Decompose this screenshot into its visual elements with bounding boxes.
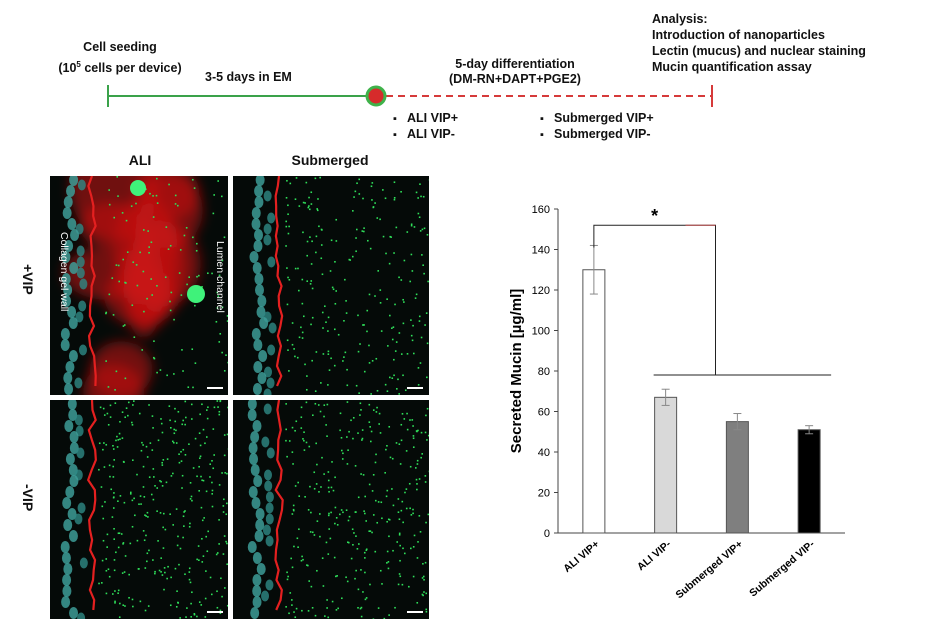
p3-texture [60, 400, 228, 619]
column-header-submerged: Submerged [291, 152, 369, 168]
x-tick-label: ALI VIP- [635, 538, 674, 573]
seeding-detail-sup: 5 [76, 60, 81, 69]
y-tick-label: 60 [538, 407, 550, 419]
image-submerged-plus-vip [233, 176, 429, 395]
column-header-ali: ALI [128, 152, 152, 168]
bar [797, 429, 821, 534]
x-tick-label: ALI VIP+ [561, 538, 602, 575]
bar [725, 421, 749, 534]
bar [654, 396, 678, 534]
y-tick-label: 0 [544, 528, 550, 540]
p2-texture [249, 176, 429, 395]
analysis-title: Analysis: [652, 12, 708, 26]
em-duration-label: 3-5 days in EM [205, 70, 292, 84]
seeding-detail-pre: (10 [58, 61, 77, 76]
seeding-detail: (105 cells per device) [40, 57, 200, 76]
image-ali-minus-vip [50, 400, 228, 619]
analysis-item-2: Lectin (mucus) and nuclear staining [652, 44, 866, 58]
image-submerged-minus-vip [233, 400, 429, 619]
y-tick-label: 140 [532, 245, 550, 257]
seeding-title: Cell seeding [83, 40, 157, 54]
y-tick-label: 160 [532, 204, 550, 216]
timeline-midpoint-dot [365, 85, 387, 107]
differentiation-detail: (DM-RN+DAPT+PGE2) [449, 72, 581, 86]
analysis-item-3: Mucin quantification assay [652, 60, 812, 74]
x-tick-label: Submerged VIP- [747, 538, 817, 600]
scale-bar-2 [407, 387, 423, 389]
y-tick-label: 100 [532, 326, 550, 338]
p4-texture [247, 400, 429, 619]
y-tick-label: 20 [538, 488, 550, 500]
timeline-arrow [107, 85, 713, 107]
p1-texture [60, 176, 228, 395]
condition-submerged-vip-plus: Submerged VIP+ [540, 111, 654, 127]
y-tick-label: 120 [532, 285, 550, 297]
condition-ali-vip-minus: ALI VIP- [393, 127, 455, 143]
bar [582, 269, 606, 534]
scale-bar-4 [407, 611, 423, 613]
scale-bar-3 [207, 611, 223, 613]
analysis-item-1: Introduction of nanoparticles [652, 28, 825, 42]
differentiation-title: 5-day differentiation [455, 57, 575, 71]
significance-star: * [651, 206, 658, 226]
y-tick-label: 40 [538, 447, 550, 459]
condition-submerged-vip-minus: Submerged VIP- [540, 127, 651, 143]
seeding-detail-post: cells per device) [80, 61, 182, 76]
condition-ali-vip-plus: ALI VIP+ [393, 111, 458, 127]
y-tick-label: 80 [538, 366, 550, 378]
significance-bracket [593, 224, 716, 376]
x-tick-label: Submerged VIP+ [673, 538, 745, 601]
scale-bar-1 [207, 387, 223, 389]
image-ali-plus-vip [50, 176, 228, 395]
y-axis-label: Secreted Mucin [µg/ml] [508, 289, 525, 454]
